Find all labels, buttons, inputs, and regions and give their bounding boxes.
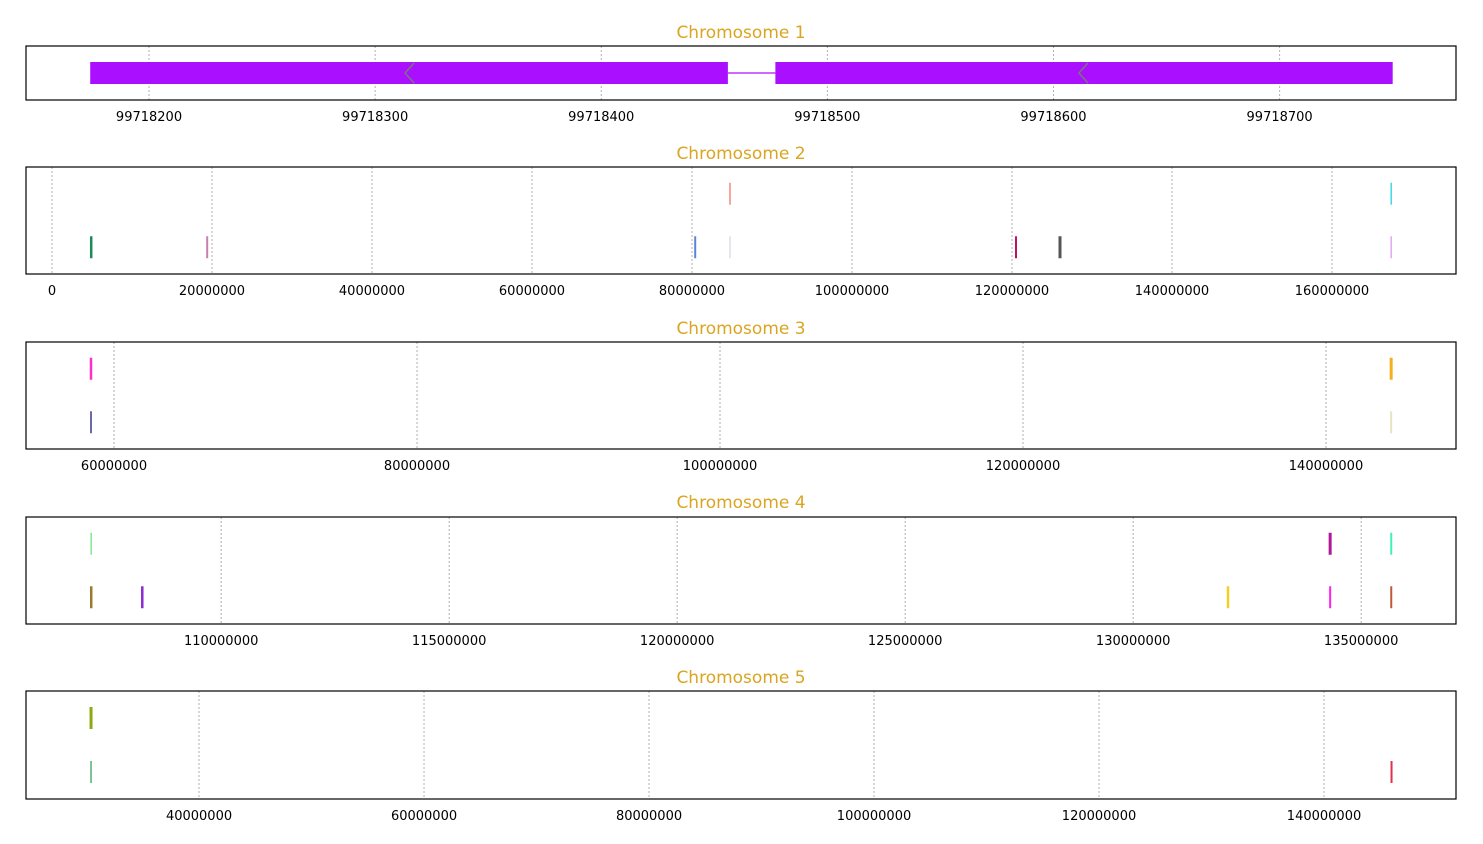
strand-arrow-icon (404, 62, 415, 84)
x-tick-label: 99718500 (794, 110, 860, 125)
x-tick-label: 100000000 (837, 809, 911, 824)
x-tick-label: 160000000 (1295, 284, 1369, 299)
x-tick-label: 60000000 (81, 459, 147, 474)
x-tick-label: 80000000 (659, 284, 725, 299)
x-tick-label: 125000000 (868, 634, 942, 649)
panel-title: Chromosome 4 (676, 493, 805, 513)
x-tick-label: 130000000 (1096, 634, 1170, 649)
panel-title: Chromosome 3 (676, 319, 805, 339)
panel-title: Chromosome 2 (676, 144, 805, 164)
chromosome-panel-4: Chromosome 4 110000000 115000000 120000000 1… (25, 493, 1457, 649)
x-tick-label: 120000000 (986, 459, 1060, 474)
x-tick-label: 140000000 (1287, 809, 1361, 824)
x-tick-label: 60000000 (391, 809, 457, 824)
panel-frame (25, 341, 1457, 450)
panel-frame (25, 166, 1457, 275)
x-tick-label: 80000000 (616, 809, 682, 824)
panel-title: Chromosome 1 (676, 23, 805, 43)
exon-block (775, 62, 1393, 84)
panel-frame (25, 516, 1457, 625)
x-tick-label: 99718400 (568, 110, 634, 125)
x-tick-label: 99718700 (1247, 110, 1313, 125)
panel-title: Chromosome 5 (676, 668, 805, 688)
strand-arrow-icon (1077, 62, 1089, 84)
x-tick-label: 80000000 (384, 459, 450, 474)
x-tick-label: 110000000 (184, 634, 258, 649)
chromosome-panel-1: Chromosome 1 99718200 99718300 99718400 9971… (25, 23, 1457, 125)
x-tick-label: 135000000 (1324, 634, 1398, 649)
panel-frame (25, 690, 1457, 800)
x-tick-label: 120000000 (1062, 809, 1136, 824)
x-tick-label: 120000000 (640, 634, 714, 649)
exon-block (90, 62, 728, 84)
x-tick-label: 120000000 (975, 284, 1049, 299)
x-tick-label: 20000000 (179, 284, 245, 299)
x-tick-label: 99718600 (1020, 110, 1086, 125)
x-tick-label: 140000000 (1135, 284, 1209, 299)
x-tick-label: 99718300 (342, 110, 408, 125)
x-tick-label: 99718200 (116, 110, 182, 125)
panel-frame (25, 45, 1457, 101)
x-tick-label: 0 (48, 284, 56, 299)
chromosome-panel-5: Chromosome 5 40000000 60000000 80000000 1000… (25, 668, 1457, 824)
x-tick-label: 40000000 (339, 284, 405, 299)
x-tick-label: 100000000 (815, 284, 889, 299)
x-tick-label: 100000000 (683, 459, 757, 474)
x-tick-label: 140000000 (1289, 459, 1363, 474)
x-tick-label: 60000000 (499, 284, 565, 299)
x-tick-label: 40000000 (166, 809, 232, 824)
chromosome-panel-3: Chromosome 3 60000000 80000000 100000000 120… (25, 319, 1457, 474)
chromosome-panel-2: Chromosome 2 0 20000000 40000000 60000000 800… (25, 144, 1457, 299)
x-tick-label: 115000000 (412, 634, 486, 649)
